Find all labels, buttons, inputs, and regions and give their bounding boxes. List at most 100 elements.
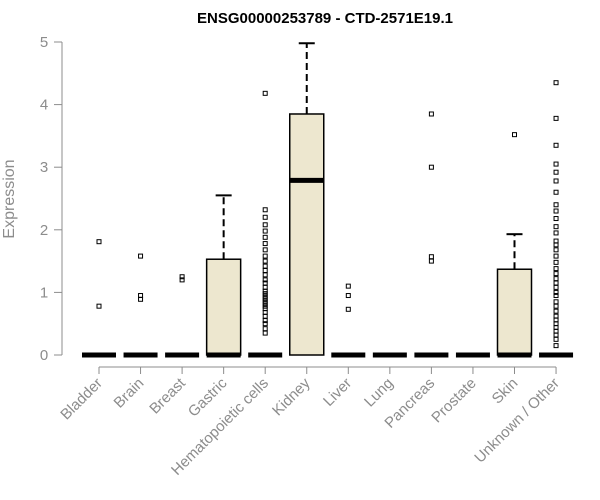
outlier-11-16 xyxy=(553,271,559,277)
outlier-4-6 xyxy=(262,306,268,312)
outlier-4-9 xyxy=(262,298,268,304)
outlier-2-1 xyxy=(179,274,185,280)
outlier-4-7 xyxy=(262,303,268,309)
outlier-2-0 xyxy=(179,277,185,283)
y-tick-label-3: 3 xyxy=(40,159,48,176)
box-0 xyxy=(82,239,116,358)
outlier-1-1 xyxy=(138,293,144,299)
outlier-11-34 xyxy=(553,80,559,86)
x-tick-label-1: Brain xyxy=(111,375,148,412)
outlier-8-2 xyxy=(428,164,434,170)
box-rect-10 xyxy=(496,268,533,356)
outlier-6-1 xyxy=(345,293,351,299)
outlier-4-24 xyxy=(262,234,268,240)
box-5 xyxy=(289,42,325,356)
outlier-11-15 xyxy=(553,276,559,282)
outlier-4-23 xyxy=(262,241,268,247)
outlier-4-15 xyxy=(262,280,268,286)
outlier-8-3 xyxy=(428,111,434,117)
outlier-8-1 xyxy=(428,254,434,260)
box-rect-3 xyxy=(205,258,242,356)
box-6 xyxy=(331,283,366,358)
outlier-4-10 xyxy=(262,296,268,302)
box-10 xyxy=(496,132,533,358)
outlier-4-20 xyxy=(262,258,268,264)
outlier-11-10 xyxy=(553,299,559,305)
outlier-11-32 xyxy=(553,142,559,148)
x-tick-label-9: Prostate xyxy=(428,375,480,427)
outlier-8-0 xyxy=(428,258,434,264)
box-8 xyxy=(414,111,449,358)
outlier-11-7 xyxy=(553,313,559,319)
outlier-6-2 xyxy=(345,283,351,289)
y-tick-label-1: 1 xyxy=(40,284,48,301)
y-tick-label-5: 5 xyxy=(40,34,48,51)
outlier-4-0 xyxy=(262,330,268,336)
box-1 xyxy=(123,253,158,358)
outlier-6-0 xyxy=(345,306,351,312)
outlier-0-0 xyxy=(96,303,102,309)
y-tick-label-0: 0 xyxy=(40,347,48,364)
box-11 xyxy=(539,80,574,358)
outlier-11-1 xyxy=(553,336,559,342)
outlier-0-1 xyxy=(96,239,102,245)
outlier-11-19 xyxy=(553,253,559,259)
outlier-4-8 xyxy=(262,301,268,307)
outlier-11-9 xyxy=(553,303,559,309)
outlier-11-17 xyxy=(553,266,559,272)
outlier-11-27 xyxy=(553,202,559,208)
outlier-11-25 xyxy=(553,216,559,222)
outlier-11-0 xyxy=(553,343,559,349)
outlier-11-24 xyxy=(553,224,559,230)
outlier-4-29 xyxy=(262,90,268,96)
outlier-11-12 xyxy=(553,289,559,295)
outlier-4-27 xyxy=(262,214,268,220)
y-axis-label: Expression xyxy=(1,159,18,238)
x-tick-label-10: Skin xyxy=(489,375,522,408)
chart-title: ENSG00000253789 - CTD-2571E19.1 xyxy=(197,10,453,27)
box-rect-5 xyxy=(289,113,325,356)
outlier-11-18 xyxy=(553,259,559,265)
boxes-layer xyxy=(82,42,574,358)
x-tick-label-5: Kidney xyxy=(269,374,314,419)
outlier-11-28 xyxy=(553,189,559,195)
outlier-11-11 xyxy=(553,293,559,299)
x-tick-label-2: Breast xyxy=(146,374,189,417)
outlier-4-22 xyxy=(262,247,268,253)
outlier-4-12 xyxy=(262,291,268,297)
outlier-4-28 xyxy=(262,207,268,213)
outlier-11-20 xyxy=(553,247,559,253)
outlier-11-31 xyxy=(553,161,559,167)
outlier-4-19 xyxy=(262,263,268,269)
outlier-4-26 xyxy=(262,222,268,228)
box-4 xyxy=(248,90,283,358)
outlier-4-17 xyxy=(262,272,268,278)
box-2 xyxy=(165,274,200,358)
x-tick-label-0: Bladder xyxy=(57,375,106,424)
outlier-4-21 xyxy=(262,253,268,259)
x-tick-label-7: Lung xyxy=(361,375,397,411)
outlier-11-23 xyxy=(553,230,559,236)
y-tick-label-2: 2 xyxy=(40,222,48,239)
outlier-11-14 xyxy=(553,280,559,286)
outlier-11-13 xyxy=(553,284,559,290)
outlier-11-30 xyxy=(553,169,559,175)
outlier-11-22 xyxy=(553,238,559,244)
outlier-4-11 xyxy=(262,293,268,299)
outlier-1-2 xyxy=(138,253,144,259)
outlier-4-18 xyxy=(262,267,268,273)
outlier-4-2 xyxy=(262,321,268,327)
x-tick-label-6: Liver xyxy=(320,375,355,410)
outlier-11-8 xyxy=(553,308,559,314)
y-axis: 0 1 2 3 4 5 xyxy=(40,34,557,368)
outlier-4-16 xyxy=(262,277,268,283)
outlier-11-29 xyxy=(553,178,559,184)
box-3 xyxy=(205,194,242,358)
outlier-4-25 xyxy=(262,228,268,234)
outlier-4-1 xyxy=(262,326,268,332)
outlier-11-26 xyxy=(553,208,559,214)
y-tick-label-4: 4 xyxy=(40,97,48,114)
outlier-10-0 xyxy=(512,132,517,138)
